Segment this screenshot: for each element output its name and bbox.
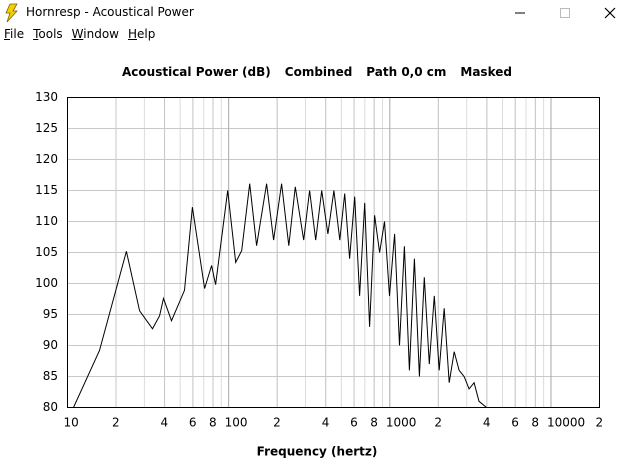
title-part: Path 0,0 cm xyxy=(366,65,446,79)
x-tick-label: 6 xyxy=(511,416,519,430)
x-tick-label: 8 xyxy=(370,416,378,430)
x-tick-label: 10000 xyxy=(547,416,585,430)
x-tick-label: 1000 xyxy=(386,416,417,430)
menu-item[interactable]: Tools xyxy=(33,27,63,41)
menu-item[interactable]: File xyxy=(4,27,25,41)
y-tick-label: 105 xyxy=(35,245,58,259)
x-tick-label: 2 xyxy=(434,416,442,430)
y-tick-label: 85 xyxy=(43,369,58,383)
y-tick-label: 130 xyxy=(35,90,58,104)
y-tick-label: 125 xyxy=(35,121,58,135)
title-bar-graphics xyxy=(5,3,616,23)
y-tick-label: 115 xyxy=(35,183,58,197)
x-tick-label: 4 xyxy=(322,416,330,430)
x-tick-label: 10 xyxy=(64,416,79,430)
title-part: Masked xyxy=(460,65,512,79)
window-title: Hornresp - Acoustical Power xyxy=(26,5,194,19)
plot-frame xyxy=(67,97,600,408)
x-axis-label: Frequency (hertz) xyxy=(257,445,378,459)
y-tick-label: 100 xyxy=(35,276,58,290)
y-tick-label: 120 xyxy=(35,152,58,166)
maximize-button[interactable] xyxy=(560,8,570,18)
menu-bar: File Tools Window Help xyxy=(0,27,160,46)
chart: Acoustical Power (dB) Combined Path 0,0 cm… xyxy=(35,65,604,459)
x-tick-label: 6 xyxy=(189,416,197,430)
x-tick-label: 4 xyxy=(161,416,169,430)
x-tick-label: 2 xyxy=(596,416,604,430)
x-tick-label: 100 xyxy=(225,416,248,430)
x-tick-label: 8 xyxy=(209,416,217,430)
close-button[interactable] xyxy=(604,7,616,19)
x-tick-label: 6 xyxy=(350,416,358,430)
y-tick-label: 80 xyxy=(43,400,58,414)
menu-item[interactable]: Help xyxy=(128,27,156,41)
y-tick-label: 110 xyxy=(35,214,58,228)
title-part: Acoustical Power (dB) xyxy=(122,65,271,79)
y-tick-label: 90 xyxy=(43,338,58,352)
app-icon xyxy=(5,3,18,23)
x-tick-label: 2 xyxy=(273,416,281,430)
x-tick-label: 4 xyxy=(483,416,491,430)
title-part: Combined xyxy=(285,65,353,79)
y-tick-label: 95 xyxy=(43,307,58,321)
menu-item[interactable]: Window xyxy=(71,27,119,41)
x-tick-label: 2 xyxy=(112,416,120,430)
curve xyxy=(73,183,487,408)
chart-title: Acoustical Power (dB) Combined Path 0,0 cm… xyxy=(122,65,512,79)
title-bar: Hornresp - Acoustical Power xyxy=(0,0,634,26)
x-tick-label: 8 xyxy=(531,416,539,430)
